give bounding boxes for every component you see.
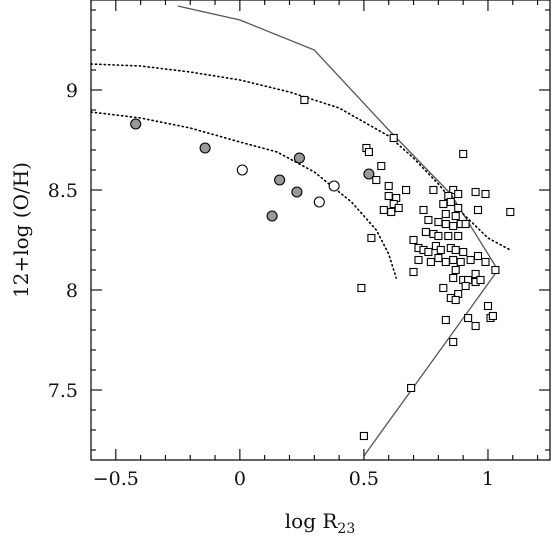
open-square-point [471,321,480,331]
dotted-curve-2 [90,111,398,279]
open-square-point [459,149,468,159]
open-square-point [454,203,463,213]
plot-frame [90,0,551,461]
open-square-point [446,197,455,207]
open-circle-point [313,196,325,208]
x-tick-label: 1 [482,468,494,490]
open-square-point [491,265,500,275]
dotted-curve-1 [90,63,512,251]
open-square-point [449,273,458,283]
open-square-point [434,217,443,227]
x-axis-title: log R23 [285,509,355,537]
open-square-point [421,227,430,237]
open-square-point [449,221,458,231]
open-square-point [444,231,453,241]
solid-curve-0 [177,5,499,457]
open-square-point [379,205,388,215]
open-square-point [414,255,423,265]
x-tick-label: 0 [234,468,246,490]
open-square-point [402,185,411,195]
open-square-point [441,257,450,267]
filled-circle-point [274,174,286,186]
open-circle-point [236,164,248,176]
open-square-point [471,269,480,279]
open-square-point [300,95,309,105]
filled-circle-point [266,210,278,222]
open-square-point [476,275,485,285]
open-square-point [384,191,393,201]
open-square-point [481,257,490,267]
y-tick-label: 8.5 [48,180,78,202]
open-square-point [377,161,386,171]
open-square-point [483,301,493,311]
open-square-point [364,147,373,157]
open-square-point [481,189,490,199]
open-square-point [426,257,435,267]
open-square-point [451,265,460,275]
open-square-point [372,175,381,185]
y-tick-label: 8 [66,280,78,302]
open-square-point [449,255,458,265]
x-axis-title-subscript: 23 [337,521,355,537]
x-tick-label: 0.5 [349,468,379,490]
open-square-point [506,207,515,217]
open-square-point [488,311,497,321]
filled-circle-point [363,168,375,180]
open-square-point [357,283,366,293]
x-axis-title-main: log R [285,509,339,533]
open-square-point [359,431,368,441]
open-square-point [464,313,473,323]
open-square-point [459,247,468,257]
x-tick-label: −0.5 [93,468,139,490]
open-square-point [424,215,433,225]
open-square-point [424,247,433,257]
open-square-point [451,211,460,221]
open-square-point [439,283,448,293]
open-square-point [409,235,418,245]
points-layer [130,95,515,441]
open-square-point [454,189,463,199]
open-square-point [451,295,460,305]
curve-layer [90,5,512,457]
open-square-point [471,187,480,197]
open-square-point [434,253,443,263]
open-square-point [449,337,458,347]
open-square-point [461,281,470,291]
open-square-point [454,231,463,241]
open-square-point [456,257,465,267]
open-square-point [409,267,418,277]
open-square-point [466,255,475,265]
open-square-point [473,205,483,215]
open-square-point [436,245,445,255]
open-square-point [439,199,448,209]
open-square-point [419,205,428,215]
open-square-point [367,233,376,243]
filled-circle-point [291,186,303,198]
open-circle-point [328,180,340,192]
ticks-layer: −0.5 0 0.5 1 7.5 8 8.5 9 [48,0,550,490]
open-square-point [394,203,403,213]
open-square-point [451,245,460,255]
open-square-point [473,251,483,261]
open-square-point [461,219,470,229]
open-square-point [441,315,450,325]
y-tick-label: 7.5 [48,380,78,402]
open-square-point [407,383,416,393]
open-square-point [441,209,450,219]
open-square-point [384,181,393,191]
y-tick-label: 9 [66,80,78,102]
filled-circle-point [199,142,211,154]
open-square-point [429,185,438,195]
open-square-point [389,133,398,143]
open-square-point [387,207,396,217]
open-square-point [434,231,443,241]
y-axis-title: 12+log (O/H) [9,162,33,298]
filled-circle-point [293,152,305,164]
open-square-point [441,219,450,229]
filled-circle-point [130,118,142,130]
